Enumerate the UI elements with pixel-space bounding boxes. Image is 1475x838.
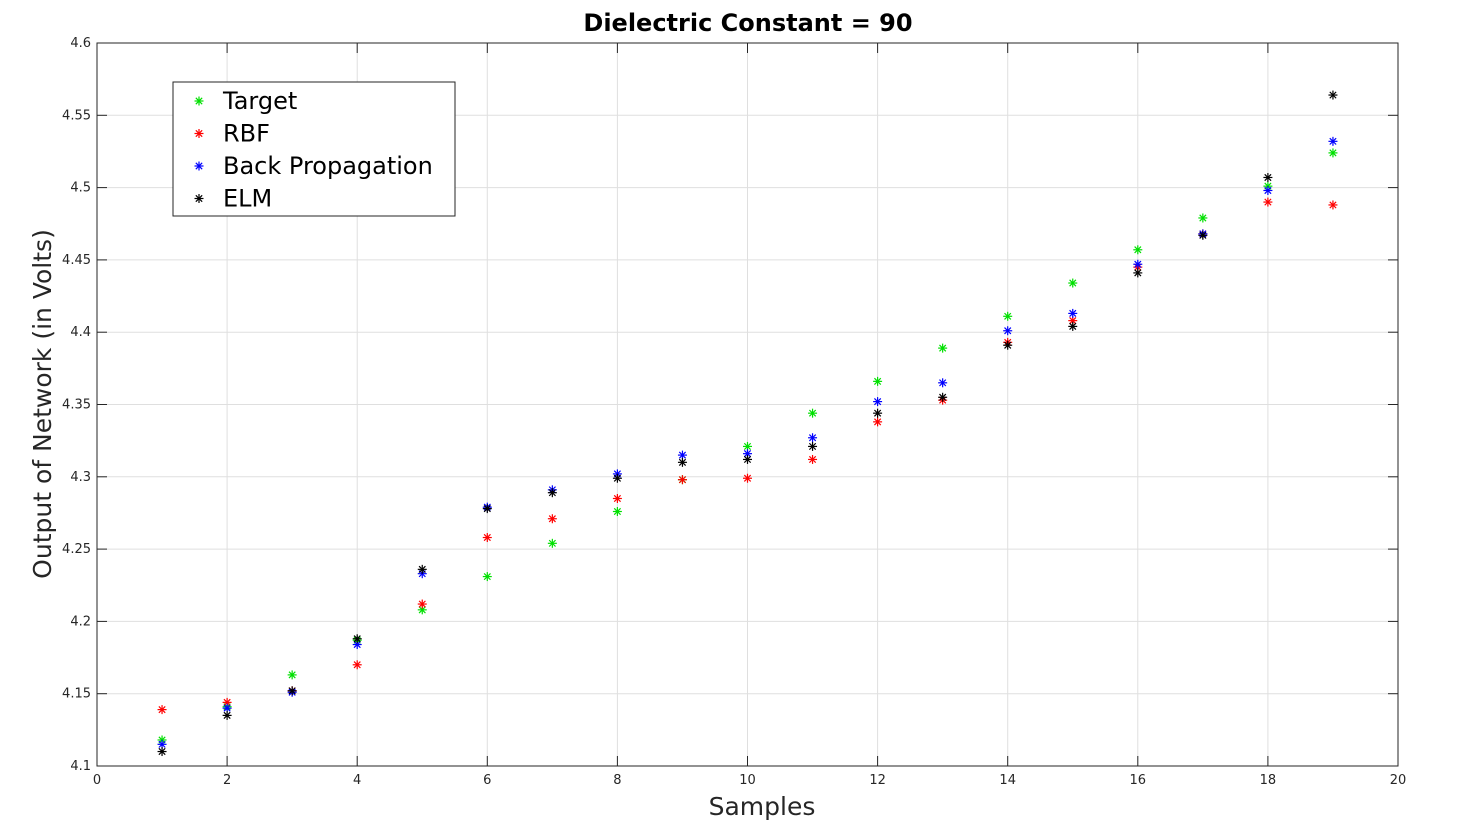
legend-marker [194,161,204,171]
data-point [1198,213,1208,223]
y-tick-label: 4.3 [70,470,91,485]
y-axis-label: Output of Network (in Volts) [28,229,57,579]
legend-label: Back Propagation [223,152,433,180]
data-point [417,564,427,574]
data-point [1328,148,1338,158]
data-point [1198,230,1208,240]
data-point [1068,278,1078,288]
legend-label: ELM [223,185,272,213]
legend-label: Target [222,87,297,115]
data-point [547,538,557,548]
data-point [222,710,232,720]
legend-marker [194,129,204,138]
chart-title: Dielectric Constant = 90 [583,9,912,37]
y-tick-label: 4.55 [62,108,91,123]
data-point [808,408,818,418]
x-tick-label: 2 [223,773,231,788]
legend-label: RBF [223,120,270,148]
data-point [222,703,232,713]
data-point [1133,245,1143,255]
data-point [1068,321,1078,331]
x-axis-label: Samples [709,792,816,821]
data-point [677,450,687,460]
data-point [1003,311,1013,321]
data-point [808,433,818,443]
data-point [612,493,622,503]
series-rbf [157,197,1338,715]
series-elm [157,90,1338,757]
data-point [287,670,297,680]
y-tick-label: 4.15 [62,687,91,702]
data-point [612,473,622,483]
data-point [873,376,883,386]
y-tick-label: 4.5 [70,181,91,196]
x-tick-label: 8 [613,773,621,788]
data-point [1263,197,1273,207]
y-tick-label: 4.45 [62,253,91,268]
y-tick-label: 4.35 [62,398,91,413]
data-point [1328,90,1338,100]
data-point [873,417,883,427]
data-point [352,660,362,670]
x-tick-label: 12 [869,773,886,788]
data-point [1328,136,1338,146]
data-point [1263,185,1273,195]
data-point [938,378,948,388]
data-point [873,397,883,407]
data-point [547,488,557,498]
legend-items: Target RBF Back Propagation ELM [194,87,433,213]
x-tick-label: 6 [483,773,491,788]
data-point [873,408,883,418]
legend-marker [194,96,204,106]
data-point [1003,340,1013,350]
x-tick-label: 14 [999,773,1016,788]
legend-box [172,81,456,217]
data-point [417,599,427,609]
y-tick-label: 4.6 [70,36,91,51]
x-tick-label: 10 [739,773,756,788]
data-points [157,90,1338,757]
y-tick-label: 4.1 [70,759,91,774]
y-tick-label: 4.2 [70,614,91,629]
data-point [482,572,492,582]
data-point [482,504,492,514]
x-tick-label: 4 [353,773,361,788]
data-point [743,473,752,483]
data-point [1003,326,1013,336]
data-point [1328,200,1338,210]
y-tick-label: 4.25 [62,542,91,557]
data-point [157,747,167,757]
x-tick-label: 20 [1390,773,1407,788]
data-point [287,686,297,696]
legend: Target RBF Back Propagation ELM [172,81,456,217]
data-point [482,533,492,543]
data-point [938,343,948,353]
data-point [157,705,167,715]
data-point [547,514,557,524]
data-point [743,454,752,464]
data-point [808,441,818,451]
data-point [1133,268,1143,278]
data-point [1263,172,1273,182]
y-tick-label: 4.4 [70,325,91,340]
legend-marker [194,194,204,203]
data-point [938,392,948,402]
data-point [1133,259,1143,269]
data-point [352,634,362,644]
data-point [743,441,752,451]
data-point [612,507,622,517]
data-point [1068,308,1078,318]
x-tick-label: 16 [1130,773,1147,788]
x-tick-label: 18 [1260,773,1277,788]
data-point [677,475,687,485]
x-tick-label: 0 [93,773,101,788]
data-point [222,697,232,707]
data-point [808,454,818,464]
ticks: 0 2 4 6 8 10 12 14 16 18 20 4.1 4.15 4.2 4.25 4.3 4.35 4.… [62,36,1406,788]
data-point [677,457,687,467]
